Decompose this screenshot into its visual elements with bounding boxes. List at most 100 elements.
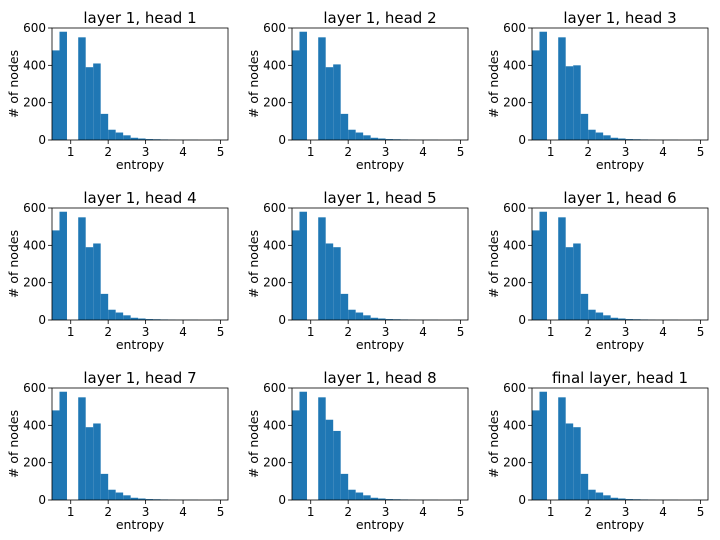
y-axis-label: # of nodes — [6, 230, 21, 298]
histogram-bar — [59, 391, 67, 500]
histogram-bar — [130, 497, 139, 500]
x-tick-label: 5 — [697, 325, 705, 339]
histogram-bar — [145, 139, 154, 140]
histogram-bar — [385, 139, 394, 140]
histogram-bar — [588, 129, 596, 140]
histogram-bar — [100, 293, 109, 320]
histogram-bar — [115, 492, 124, 500]
histogram-bar — [93, 63, 101, 140]
x-tick-label: 2 — [104, 145, 112, 159]
x-tick-label: 1 — [67, 325, 75, 339]
y-tick-label: 400 — [263, 418, 286, 432]
histogram-bar — [340, 473, 349, 500]
histogram-bar — [370, 137, 379, 140]
histogram-bar — [348, 309, 356, 320]
x-tick-label: 4 — [659, 505, 667, 519]
x-tick-label: 3 — [622, 325, 630, 339]
x-tick-label: 1 — [307, 325, 315, 339]
histogram-bar — [138, 318, 146, 320]
y-axis-label: # of nodes — [246, 230, 261, 298]
x-tick-label: 4 — [179, 505, 187, 519]
histogram-bar — [603, 495, 611, 500]
histogram-bar — [378, 498, 386, 500]
x-tick-label: 5 — [697, 505, 705, 519]
y-axis-label: # of nodes — [246, 50, 261, 118]
x-tick-label: 4 — [179, 325, 187, 339]
chart-title: layer 1, head 8 — [323, 369, 436, 387]
y-axis-label: # of nodes — [6, 410, 21, 478]
y-axis-label: # of nodes — [6, 50, 21, 118]
x-tick-label: 4 — [179, 145, 187, 159]
histogram-bar — [573, 65, 581, 140]
histogram-bar — [325, 67, 334, 140]
histogram-bar — [100, 473, 109, 500]
histogram-bar — [558, 37, 566, 140]
histogram-bar — [539, 211, 547, 320]
histogram-bar — [333, 430, 341, 500]
x-tick-label: 5 — [457, 325, 465, 339]
histogram-bar — [318, 397, 326, 500]
histogram-bar — [52, 230, 60, 320]
histogram-bar — [108, 129, 116, 140]
histogram-bar — [108, 309, 116, 320]
histogram-bar — [325, 243, 334, 320]
x-tick-label: 1 — [67, 145, 75, 159]
y-tick-label: 400 — [263, 58, 286, 72]
histogram-bar — [115, 312, 124, 320]
y-tick-label: 200 — [23, 96, 46, 110]
histogram-bar — [340, 293, 349, 320]
y-tick-label: 0 — [38, 313, 46, 327]
histogram-bar — [59, 211, 67, 320]
x-tick-label: 1 — [547, 325, 555, 339]
chart-title: layer 1, head 2 — [323, 9, 436, 27]
x-tick-label: 4 — [659, 145, 667, 159]
y-tick-label: 600 — [23, 381, 46, 395]
x-tick-label: 4 — [419, 325, 427, 339]
histogram-bar — [618, 498, 626, 500]
x-tick-label: 5 — [217, 505, 225, 519]
histogram-bar — [625, 499, 634, 500]
y-tick-label: 600 — [503, 201, 526, 215]
histogram-bar — [603, 315, 611, 320]
histogram-bar — [93, 243, 101, 320]
histogram-bar — [363, 315, 371, 320]
y-tick-label: 400 — [23, 58, 46, 72]
histogram-bar — [558, 397, 566, 500]
histogram-bar — [318, 217, 326, 320]
x-tick-label: 2 — [104, 505, 112, 519]
histogram-bar — [130, 317, 139, 320]
chart-panel-4: 0 200 400 600 1 2 3 4 5 layer 1, head 4 entropy # o… — [6, 189, 229, 352]
histogram-bar — [123, 495, 131, 500]
histogram-bar — [618, 138, 626, 140]
x-tick-label: 3 — [622, 505, 630, 519]
histogram-bar — [78, 37, 86, 140]
y-tick-label: 400 — [503, 58, 526, 72]
axes-frame — [291, 387, 469, 501]
x-axis-label: entropy — [116, 157, 165, 172]
histogram-bar — [539, 31, 547, 141]
histogram-bar — [610, 317, 619, 320]
y-tick-label: 600 — [503, 21, 526, 35]
y-tick-label: 400 — [23, 418, 46, 432]
histogram-bar — [299, 391, 307, 500]
histogram-bar — [610, 137, 619, 140]
histogram-bar — [59, 31, 67, 141]
histogram-bar — [355, 312, 364, 320]
histogram-bar — [123, 315, 131, 320]
x-tick-label: 3 — [382, 145, 390, 159]
x-tick-label: 1 — [547, 145, 555, 159]
chart-title: layer 1, head 4 — [83, 189, 196, 207]
histogram-bar — [580, 473, 589, 500]
y-tick-label: 600 — [23, 201, 46, 215]
x-tick-label: 2 — [584, 325, 592, 339]
y-tick-label: 200 — [263, 96, 286, 110]
histogram-bar — [573, 243, 581, 320]
histogram-bar — [292, 410, 300, 500]
x-tick-label: 4 — [659, 325, 667, 339]
histogram-bar — [370, 317, 379, 320]
histogram-bar — [292, 50, 300, 140]
axes-frame — [51, 207, 229, 321]
histogram-bar — [78, 397, 86, 500]
x-tick-label: 3 — [622, 145, 630, 159]
y-tick-label: 0 — [278, 133, 286, 147]
